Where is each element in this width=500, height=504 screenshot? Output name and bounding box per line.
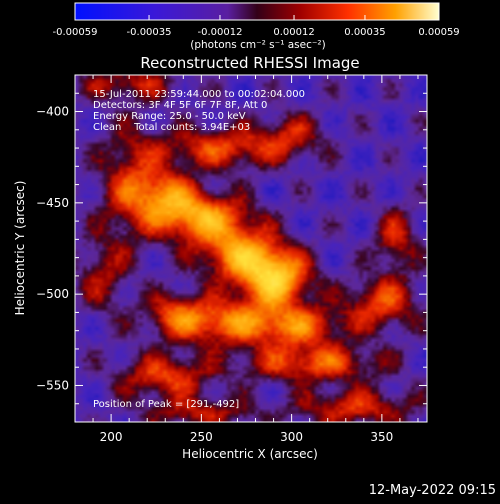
peak-position-label: Position of Peak = [291,-492] [93,399,239,410]
annotation-clean: Clean Total counts: 3.94E+03 [93,122,250,133]
annotation-detectors: Detectors: 3F 4F 5F 6F 7F 8F, Att 0 [93,100,267,111]
y-tick-label: −550 [36,378,69,392]
chart-title: Reconstructed RHESSI Image [140,54,359,72]
colorbar-tick-label: -0.00035 [127,27,172,38]
x-tick-label: 200 [100,430,123,444]
colorbar [74,2,440,21]
colorbar-tick-label: 0.00059 [418,27,459,38]
y-tick-label: −500 [36,287,69,301]
colorbar-tick-label: 0.00035 [344,27,385,38]
footer-timestamp: 12-May-2022 09:15 [369,483,496,498]
annotation-time: 15-Jul-2011 23:59:44.000 to 00:02:04.000 [93,89,305,100]
axis-ticks: 200 250 300 350 −400 −450 −500 −550 [36,74,427,444]
y-tick-label: −450 [36,196,69,210]
annotation-energy: Energy Range: 25.0 - 50.0 keV [93,111,246,122]
x-axis-label: Heliocentric X (arcsec) [182,447,318,461]
colorbar-tick-label: 0.00012 [273,27,314,38]
x-tick-label: 300 [280,430,303,444]
colorbar-unit-label: (photons cm⁻² s⁻¹ asec⁻²) [190,39,325,51]
colorbar-tick-label: -0.00012 [197,27,242,38]
x-tick-label: 250 [190,430,213,444]
heatmap-image [75,75,427,422]
x-tick-label: 350 [370,430,393,444]
colorbar-ticks: -0.00059 -0.00035 -0.00012 0.00012 0.00035 0.… [53,15,460,38]
y-tick-label: −400 [36,105,69,119]
plot-frame [74,74,428,423]
y-axis-label: Heliocentric Y (arcsec) [13,181,27,316]
colorbar-tick-label: -0.00059 [53,27,98,38]
